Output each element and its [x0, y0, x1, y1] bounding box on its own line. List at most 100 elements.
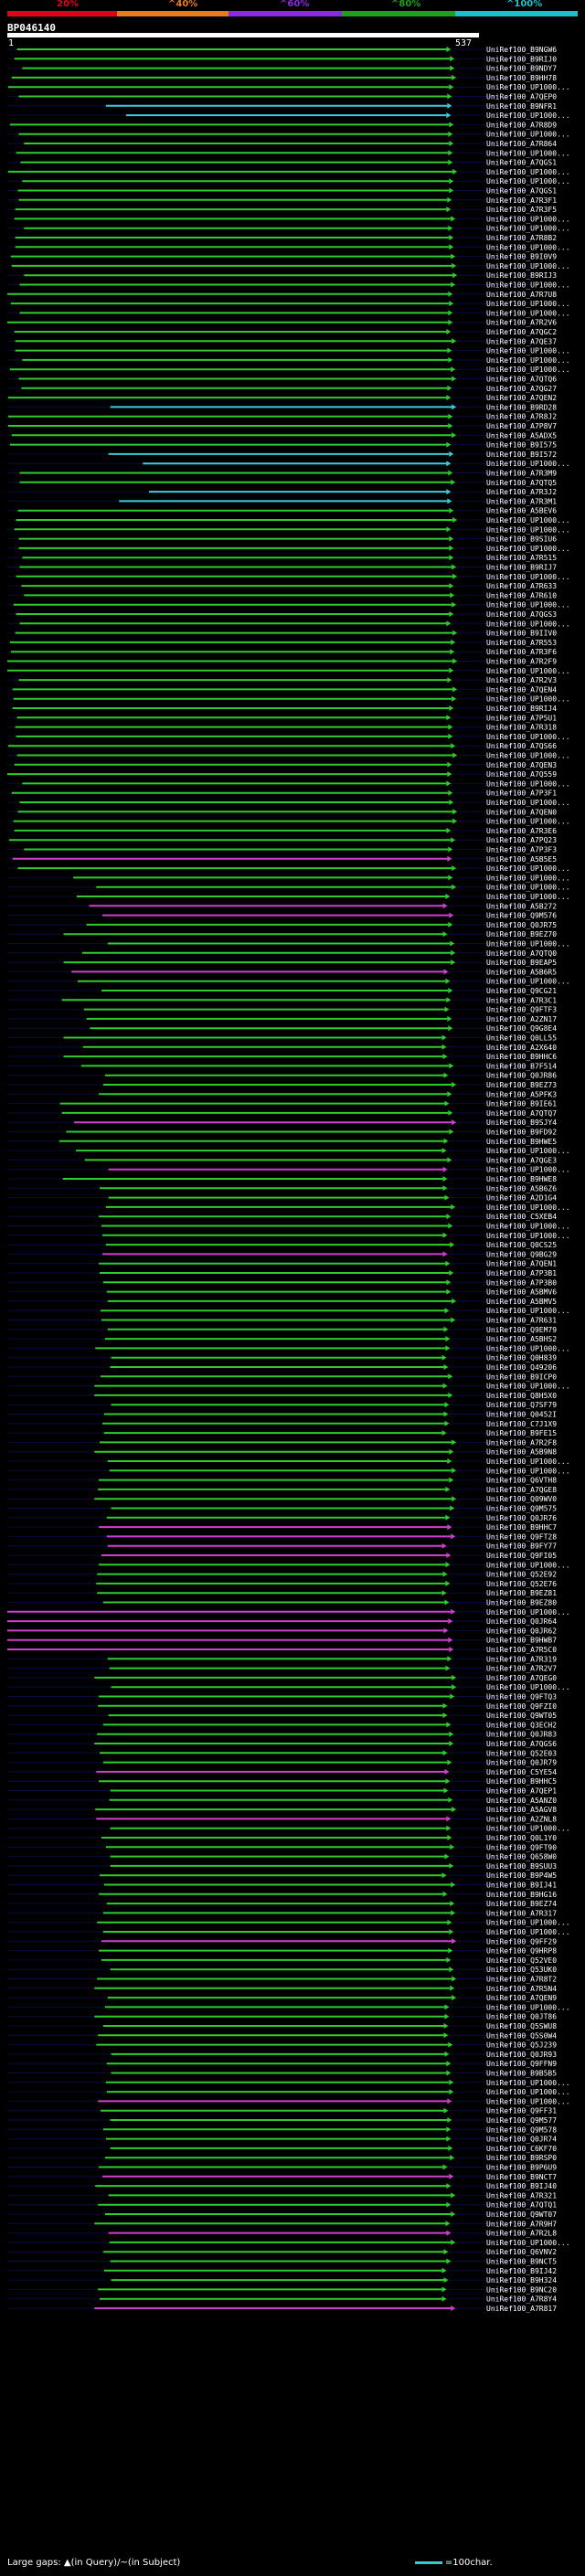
hit-arrowhead	[449, 187, 454, 194]
subject-label: UniRef100_A5BHS2	[486, 1335, 557, 1343]
subject-label: UniRef100_B9P6U9	[486, 2164, 557, 2172]
hit-arrowhead	[447, 385, 452, 391]
hit-arrowhead	[452, 601, 457, 608]
subject-label: UniRef100_Q52E92	[486, 1571, 557, 1579]
hit-arrowhead	[449, 1129, 454, 1135]
subject-label: UniRef100_B9HHC5	[486, 1777, 557, 1786]
subject-label: UniRef100_A7QTQ5	[486, 479, 557, 487]
subject-label: UniRef100_A7R7U8	[486, 291, 557, 299]
hit-arrowhead	[448, 1637, 453, 1643]
hit-arrowhead	[450, 1242, 455, 1248]
subject-label: UniRef100_A7QGE8	[486, 1486, 557, 1494]
hit-arrowhead	[452, 1674, 457, 1680]
hit-arrowhead	[448, 225, 453, 231]
hit-arrowhead	[446, 112, 452, 119]
hit-arrowhead	[441, 1148, 447, 1154]
hit-arrowhead	[450, 592, 455, 599]
subject-label: UniRef100_A7P3B1	[486, 1269, 557, 1277]
subject-label: UniRef100_A7R3C1	[486, 996, 557, 1004]
subject-label: UniRef100_UP1000...	[486, 620, 570, 628]
subject-label: UniRef100_B9EZ81	[486, 1589, 557, 1597]
hit-arrowhead	[447, 771, 452, 778]
hit-arrowhead	[446, 2230, 452, 2236]
subject-label: UniRef100_A7P8V7	[486, 422, 557, 430]
subject-label: UniRef100_A7QEG0	[486, 1674, 557, 1682]
subject-label: UniRef100_UP1000...	[486, 516, 570, 525]
subject-label: UniRef100_UP1000...	[486, 695, 570, 704]
subject-label: UniRef100_A7R553	[486, 639, 557, 647]
hit-arrowhead	[446, 207, 452, 213]
subject-label: UniRef100_UP1000...	[486, 243, 570, 251]
hit-arrowhead	[443, 2032, 449, 2039]
subject-label: UniRef100_Q0JR64	[486, 1617, 557, 1626]
hit-arrowhead	[448, 921, 453, 928]
hit-arrowhead	[445, 1665, 451, 1671]
subject-label: UniRef100_B9NDY7	[486, 65, 557, 73]
hit-arrowhead	[446, 461, 452, 467]
subject-label: UniRef100_B9RSP0	[486, 2154, 557, 2162]
hit-arrowhead	[442, 1232, 448, 1238]
subject-label: UniRef100_UP1000...	[486, 215, 570, 223]
hit-arrowhead	[452, 865, 457, 872]
hit-arrowhead	[445, 1562, 451, 1568]
hit-arrowhead	[442, 903, 448, 909]
hit-arrowhead	[444, 2051, 450, 2057]
subject-label: UniRef100_A7R8J2	[486, 413, 557, 421]
subject-label: UniRef100_UP1000...	[486, 2097, 570, 2105]
subject-label: UniRef100_A2X640	[486, 1044, 557, 1052]
subject-label: UniRef100_UP1000...	[486, 940, 570, 949]
hit-arrowhead	[447, 347, 452, 354]
hit-arrowhead	[448, 1392, 453, 1398]
hit-arrowhead	[446, 1214, 452, 1220]
subject-label: UniRef100_Q09WV0	[486, 1495, 557, 1503]
hit-arrowhead	[448, 2041, 453, 2048]
subject-label: UniRef100_UP1000...	[486, 2003, 570, 2011]
subject-label: UniRef100_Q0452I	[486, 1411, 557, 1419]
hit-arrowhead	[445, 1580, 451, 1586]
hit-arrowhead	[449, 912, 454, 918]
hit-arrowhead	[442, 1712, 448, 1719]
subject-label: UniRef100_Q9FT28	[486, 1532, 557, 1541]
hit-arrowhead	[446, 2258, 452, 2264]
hit-arrowhead	[449, 451, 454, 457]
hit-arrowhead	[448, 150, 453, 156]
hit-arrowhead	[452, 809, 458, 815]
hit-arrowhead	[447, 2117, 452, 2123]
subject-label: UniRef100_Q9FTF3	[486, 1006, 557, 1014]
subject-label: UniRef100_UP1000...	[486, 131, 570, 139]
hit-arrowhead	[448, 291, 453, 297]
subject-label: UniRef100_B9RIJ3	[486, 271, 557, 280]
subject-label: UniRef100_UP1000...	[486, 1344, 570, 1352]
hit-arrowhead	[444, 1194, 450, 1201]
subject-label: UniRef100_A7PQ23	[486, 836, 557, 844]
subject-label: UniRef100_B9NFR1	[486, 102, 557, 111]
subject-label: UniRef100_B9HHC7	[486, 1523, 557, 1532]
hit-arrowhead	[447, 196, 452, 203]
subject-label: UniRef100_B9HWE5	[486, 1138, 557, 1146]
subject-label: UniRef100_Q0L1Y0	[486, 1834, 557, 1842]
subject-label: UniRef100_UP1000...	[486, 893, 570, 901]
subject-label: UniRef100_A5AGV8	[486, 1806, 557, 1814]
hit-arrowhead	[452, 630, 458, 636]
hit-arrowhead	[442, 1054, 448, 1060]
subject-label: UniRef100_A7R817	[486, 2305, 557, 2313]
subject-label: UniRef100_B9IIV0	[486, 630, 557, 638]
subject-label: UniRef100_Q0JR76	[486, 1514, 557, 1522]
hit-arrowhead	[449, 800, 454, 805]
subject-label: UniRef100_A7R8Y4	[486, 2295, 557, 2304]
hit-arrowhead	[449, 2173, 454, 2179]
hit-arrowhead	[447, 1458, 452, 1464]
hit-arrowhead	[445, 1486, 451, 1492]
subject-label: UniRef100_Q9FT90	[486, 1843, 557, 1851]
hit-arrowhead	[451, 1608, 456, 1615]
hit-arrowhead	[443, 1072, 449, 1078]
hit-arrowhead	[452, 1995, 457, 2001]
subject-label: UniRef100_A7QEN1	[486, 1260, 557, 1268]
hit-arrowhead	[444, 1420, 450, 1426]
subject-label: UniRef100_Q0JR62	[486, 1627, 557, 1635]
subject-label: UniRef100_A7R8D9	[486, 121, 557, 129]
subject-label: UniRef100_A7QEN9	[486, 1994, 557, 2002]
subject-label: UniRef100_A7QEN2	[486, 394, 557, 402]
subject-label: UniRef100_Q5S0W4	[486, 2031, 557, 2040]
hit-arrowhead	[450, 1901, 455, 1907]
